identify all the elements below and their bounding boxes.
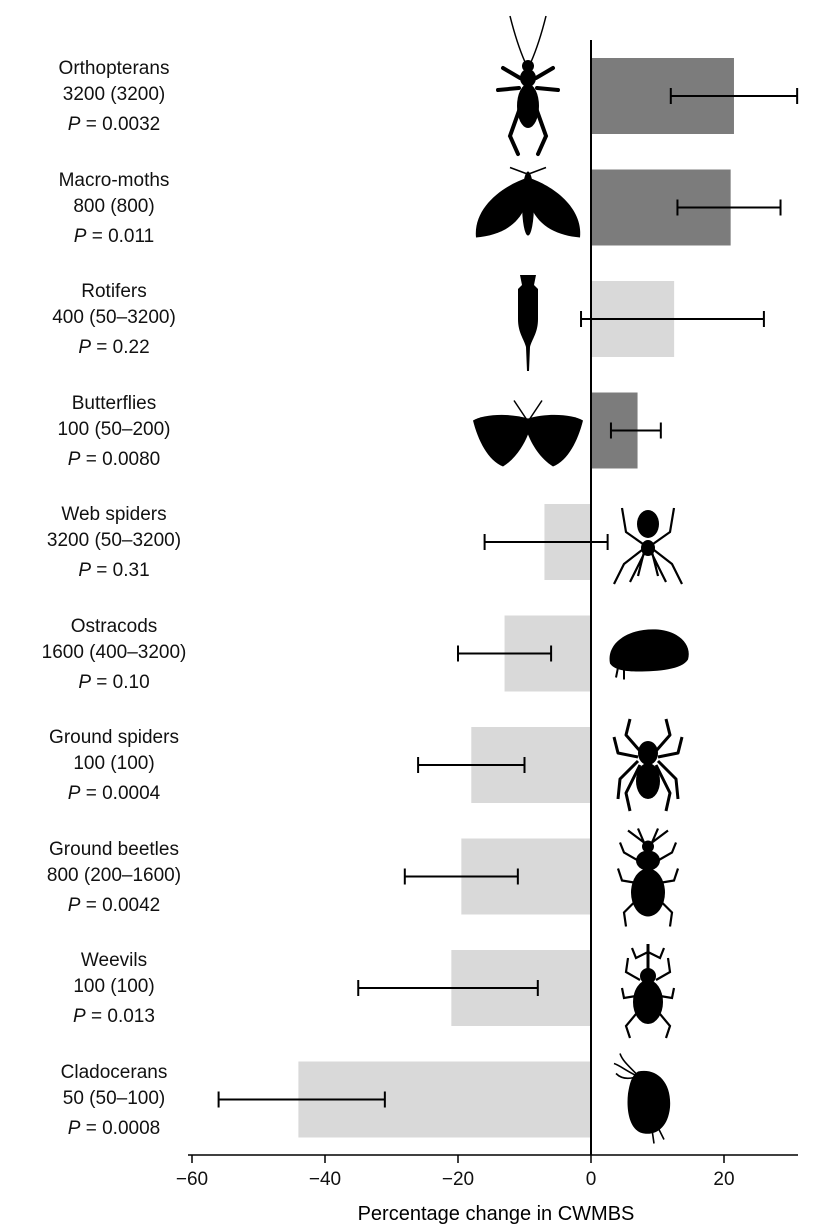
- p-symbol: P: [67, 114, 81, 135]
- p-symbol: P: [67, 894, 81, 916]
- category-name: Butterflies: [71, 392, 157, 414]
- category-sample-size: 800 (800): [73, 195, 155, 217]
- ostracod-silhouette-icon: [609, 629, 689, 680]
- category-p-value: P = 0.22: [0, 335, 228, 361]
- category-label: Cladocerans 50 (50–100) P = 0.0008: [0, 1060, 228, 1142]
- p-value-text: = 0.013: [85, 1006, 155, 1027]
- category-name: Ground beetles: [49, 838, 179, 860]
- rotifer-silhouette-icon: [518, 275, 538, 371]
- p-symbol: P: [78, 560, 92, 581]
- error-bars-layer: [217, 88, 799, 1108]
- error-bar-butterflies: [609, 422, 662, 439]
- category-p-value: P = 0.10: [0, 670, 228, 696]
- category-label: Ostracods 1600 (400–3200) P = 0.10: [0, 614, 228, 696]
- category-sample-size: 800 (200–1600): [46, 864, 182, 886]
- x-tick-label: 0: [586, 1169, 597, 1190]
- p-value-text: = 0.0080: [80, 448, 161, 470]
- error-bar-cladocerans: [217, 1091, 386, 1108]
- category-sample-size: 400 (50–3200): [52, 307, 176, 328]
- error-bar-ground-spiders: [417, 757, 526, 773]
- ground-spider-silhouette-icon: [612, 718, 684, 812]
- p-value-text: = 0.0004: [80, 783, 161, 804]
- p-symbol: P: [67, 448, 81, 470]
- category-p-value: P = 0.0004: [0, 781, 228, 807]
- category-p-value: P = 0.0042: [0, 893, 228, 919]
- p-symbol: P: [73, 225, 87, 247]
- category-label: Ground beetles 800 (200–1600) P = 0.0042: [0, 837, 228, 919]
- p-symbol: P: [78, 337, 92, 358]
- p-value-text: = 0.22: [91, 337, 150, 358]
- x-tick-label: −40: [309, 1169, 341, 1190]
- p-value-text: = 0.0032: [80, 114, 161, 135]
- weevil-silhouette-icon: [620, 944, 676, 1039]
- category-sample-size: 100 (50–200): [57, 418, 171, 440]
- category-name: Macro-moths: [58, 169, 170, 191]
- category-sample-size: 100 (100): [73, 753, 155, 774]
- category-label: Butterflies 100 (50–200) P = 0.0080: [0, 391, 228, 473]
- category-name: Web spiders: [61, 504, 167, 525]
- web-spider-silhouette-icon: [613, 507, 683, 585]
- x-axis: −60 −40 −20 0 20: [176, 40, 798, 1190]
- p-value-text: = 0.10: [91, 671, 150, 693]
- cricket-silhouette-icon: [496, 15, 560, 156]
- p-value-text: = 0.011: [86, 225, 155, 247]
- butterfly-silhouette-icon: [473, 400, 583, 467]
- x-tick-label: −60: [176, 1169, 208, 1190]
- category-p-value: P = 0.0032: [0, 112, 228, 138]
- error-bar-ostracods: [457, 645, 553, 662]
- category-name: Ground spiders: [49, 727, 179, 748]
- x-tick-label: −20: [442, 1169, 474, 1190]
- category-label: Macro-moths 800 (800) P = 0.011: [0, 168, 228, 250]
- category-label: Orthopterans 3200 (3200) P = 0.0032: [0, 56, 228, 138]
- error-bar-web-spiders: [483, 534, 609, 550]
- category-p-value: P = 0.31: [0, 558, 228, 584]
- icons-layer: [473, 15, 689, 1144]
- error-bar-macro-moths: [676, 199, 782, 216]
- x-axis-label: Percentage change in CWMBS: [358, 1203, 635, 1225]
- error-bar-weevils: [357, 980, 539, 996]
- category-p-value: P = 0.013: [0, 1004, 228, 1030]
- p-symbol: P: [73, 1006, 86, 1027]
- category-name: Orthopterans: [58, 58, 170, 79]
- category-p-value: P = 0.0008: [0, 1116, 228, 1142]
- cladoceran-silhouette-icon: [613, 1053, 671, 1144]
- category-p-value: P = 0.011: [0, 224, 228, 250]
- error-bar-ground-beetles: [403, 868, 519, 885]
- category-p-value: P = 0.0080: [0, 447, 228, 473]
- category-sample-size: 100 (100): [73, 976, 155, 997]
- category-sample-size: 1600 (400–3200): [41, 641, 187, 663]
- ground-beetle-silhouette-icon: [616, 828, 680, 927]
- category-name: Rotifers: [81, 281, 147, 302]
- error-bar-orthopterans: [669, 88, 799, 104]
- category-label: Rotifers 400 (50–3200) P = 0.22: [0, 279, 228, 361]
- category-sample-size: 50 (50–100): [62, 1087, 166, 1109]
- p-symbol: P: [67, 1117, 81, 1139]
- category-name: Ostracods: [70, 615, 158, 637]
- error-bar-rotifers: [580, 311, 765, 327]
- category-sample-size: 3200 (50–3200): [46, 530, 182, 551]
- category-label: Ground spiders 100 (100) P = 0.0004: [0, 725, 228, 807]
- p-symbol: P: [67, 783, 81, 804]
- p-value-text: = 0.31: [91, 560, 150, 581]
- category-label: Weevils 100 (100) P = 0.013: [0, 948, 228, 1030]
- p-value-text: = 0.0042: [80, 894, 161, 916]
- p-value-text: = 0.0008: [80, 1117, 161, 1139]
- category-sample-size: 3200 (3200): [62, 84, 166, 105]
- p-symbol: P: [78, 671, 92, 693]
- category-label: Web spiders 3200 (50–3200) P = 0.31: [0, 502, 228, 584]
- category-name: Cladocerans: [60, 1061, 168, 1083]
- x-tick-label: 20: [713, 1169, 734, 1190]
- category-name: Weevils: [80, 950, 148, 971]
- moth-silhouette-icon: [475, 166, 581, 238]
